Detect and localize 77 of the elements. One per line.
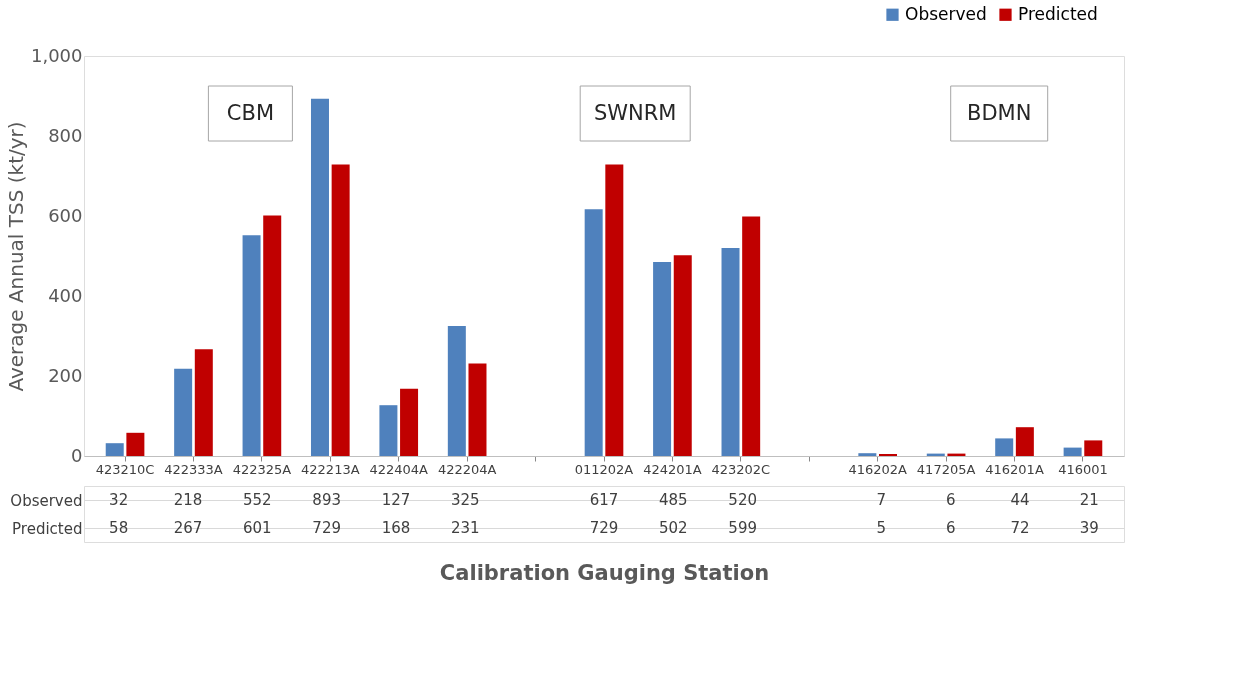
data-label: 21 bbox=[1079, 491, 1099, 509]
bar bbox=[447, 326, 466, 456]
x-tick-label: 422213A bbox=[301, 461, 360, 477]
bar bbox=[331, 164, 350, 456]
legend-label: Predicted bbox=[1018, 3, 1098, 24]
y-tick-label: 200 bbox=[48, 364, 83, 386]
bar bbox=[742, 216, 761, 456]
bar bbox=[263, 215, 282, 456]
data-label: 7 bbox=[876, 491, 887, 509]
y-tick-label: 600 bbox=[48, 204, 83, 226]
data-label: 32 bbox=[109, 491, 129, 509]
bar bbox=[584, 209, 603, 456]
x-axis-title: Calibration Gauging Station bbox=[439, 560, 770, 585]
bar bbox=[400, 388, 419, 456]
data-label: 520 bbox=[728, 491, 757, 509]
bar bbox=[310, 98, 329, 456]
bar bbox=[605, 164, 624, 456]
data-label: 127 bbox=[381, 491, 411, 509]
data-label: 218 bbox=[173, 491, 203, 509]
text: Predicted bbox=[12, 519, 83, 538]
data-label: 485 bbox=[659, 491, 688, 509]
x-tick-label: 416001 bbox=[1058, 461, 1108, 477]
bar bbox=[379, 405, 398, 456]
bar bbox=[174, 368, 193, 456]
annotation: SWNRM bbox=[593, 101, 677, 125]
bar bbox=[242, 235, 261, 456]
x-tick-label: 422404A bbox=[369, 461, 429, 477]
data-label: 599 bbox=[728, 519, 757, 537]
text: Observed bbox=[10, 491, 83, 510]
data-label: 502 bbox=[659, 519, 688, 537]
data-label: 325 bbox=[451, 491, 480, 509]
bar bbox=[995, 438, 1014, 456]
data-label: 6 bbox=[945, 491, 956, 509]
annotation: CBM bbox=[226, 101, 274, 125]
data-label: 893 bbox=[312, 491, 341, 509]
data-label: 58 bbox=[109, 519, 129, 537]
bar bbox=[858, 453, 877, 456]
bar bbox=[1015, 427, 1034, 456]
x-tick-label: 422204A bbox=[437, 461, 497, 477]
data-label: 601 bbox=[243, 519, 272, 537]
y-axis-title: Average Annual TSS (kt/yr) bbox=[3, 121, 28, 392]
y-tick-label: 1,000 bbox=[30, 44, 83, 66]
data-label: 729 bbox=[312, 519, 341, 537]
x-tick-label: 424201A bbox=[643, 461, 702, 477]
data-label: 39 bbox=[1079, 519, 1099, 537]
data-label: 729 bbox=[589, 519, 619, 537]
x-tick-label: 422333A bbox=[164, 461, 223, 477]
bar bbox=[126, 432, 145, 456]
x-tick-label: 423202C bbox=[711, 461, 771, 477]
x-tick-label: 011202A bbox=[574, 461, 634, 477]
y-tick-label: 400 bbox=[48, 284, 83, 306]
data-label: 168 bbox=[381, 519, 411, 537]
data-label: 552 bbox=[243, 491, 272, 509]
data-label: 44 bbox=[1010, 491, 1030, 509]
bar bbox=[194, 349, 213, 456]
bar bbox=[1084, 440, 1103, 456]
bar bbox=[105, 443, 124, 456]
bar bbox=[721, 248, 740, 456]
bar bbox=[1063, 447, 1082, 456]
data-label: 6 bbox=[945, 519, 956, 537]
data-label: 231 bbox=[451, 519, 480, 537]
bar bbox=[673, 255, 692, 456]
data-label: 5 bbox=[876, 519, 887, 537]
x-tick-label: 422325A bbox=[232, 461, 292, 477]
annotation: BDMN bbox=[967, 101, 1032, 125]
x-tick-label: 417205A bbox=[916, 461, 976, 477]
data-label: 617 bbox=[589, 491, 619, 509]
data-label: 72 bbox=[1010, 519, 1030, 537]
x-tick-label: 423210C bbox=[95, 461, 155, 477]
y-tick-label: 0 bbox=[71, 444, 83, 466]
bar bbox=[653, 262, 672, 456]
legend-label: Observed bbox=[905, 3, 987, 24]
x-tick-label: 416202A bbox=[848, 461, 908, 477]
data-label: 267 bbox=[173, 519, 203, 537]
y-tick-label: 800 bbox=[48, 124, 83, 146]
bar bbox=[468, 363, 487, 456]
x-tick-label: 416201A bbox=[985, 461, 1044, 477]
